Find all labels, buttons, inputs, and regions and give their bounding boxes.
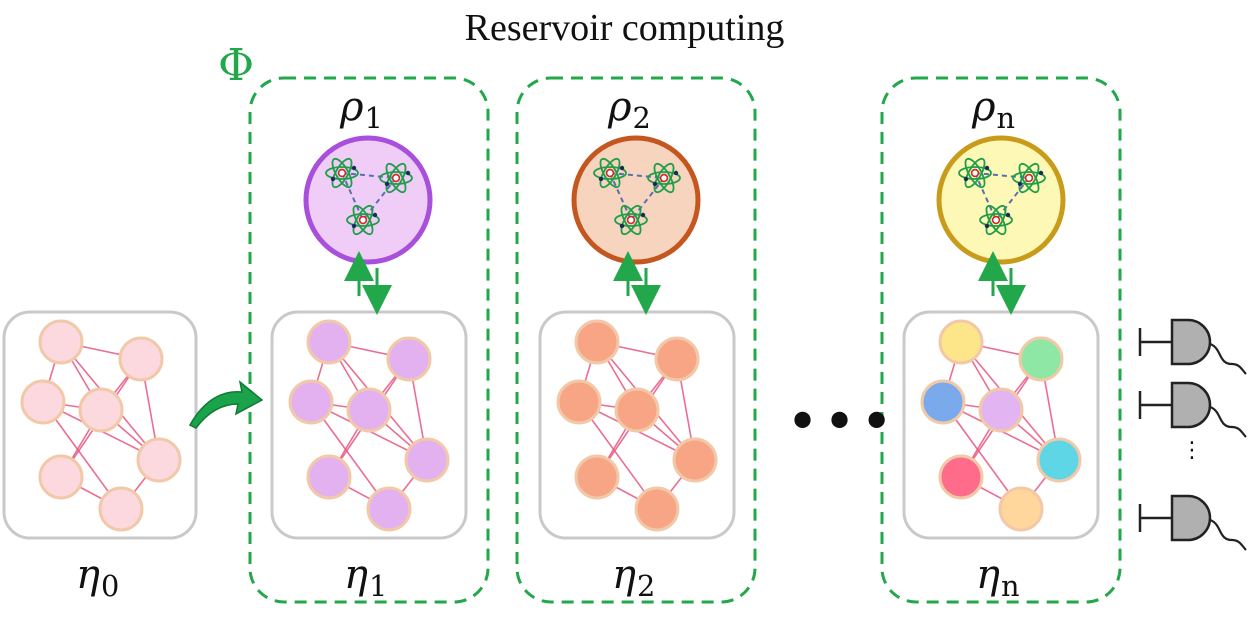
network-node	[20, 379, 66, 425]
figure-title: Reservoir computing	[464, 7, 785, 49]
coupling-arrows-n	[978, 251, 1026, 315]
phi-frame-1	[248, 76, 490, 604]
network-node	[654, 336, 700, 382]
network-node	[306, 454, 352, 500]
atom-icon	[958, 157, 992, 189]
atom-icon	[979, 204, 1013, 236]
network-eta0	[20, 319, 182, 532]
network-etan	[920, 319, 1082, 532]
phi-frame-n	[880, 76, 1122, 604]
phi-symbol: Φ	[218, 40, 255, 91]
network-node	[78, 387, 124, 433]
network-node	[574, 319, 620, 365]
atom-icon	[647, 162, 681, 194]
network-node	[614, 387, 660, 433]
network-node	[634, 486, 680, 532]
eta-label-1: η1	[344, 552, 388, 604]
network-node	[1036, 437, 1082, 483]
coupling-arrows-2	[613, 251, 661, 315]
quantum-system-etan	[936, 135, 1066, 265]
phi-frame-2	[515, 76, 757, 604]
eta-label-2: η2	[612, 552, 656, 604]
network-node	[672, 437, 718, 483]
network-node	[574, 454, 620, 500]
network-node	[404, 437, 450, 483]
detector-icon	[1138, 318, 1247, 375]
network-node	[556, 379, 602, 425]
quantum-circle	[303, 135, 433, 265]
network-node	[306, 319, 352, 365]
quantum-circle	[571, 135, 701, 265]
network-node	[978, 387, 1024, 433]
quantum-circle	[936, 135, 1066, 265]
network-node	[346, 387, 392, 433]
network-node	[920, 379, 966, 425]
network-eta1	[288, 319, 450, 532]
network-node	[1018, 336, 1064, 382]
coupling-arrows-1	[344, 251, 392, 315]
quantum-system-eta1	[303, 135, 433, 265]
atom-icon	[379, 162, 413, 194]
qubit-couplings	[974, 172, 1030, 221]
network-node	[38, 454, 84, 500]
rho-label-n: ρn	[972, 84, 1016, 136]
network-node	[118, 336, 164, 382]
eta-label-0: η0	[76, 552, 120, 604]
network-node	[386, 336, 432, 382]
network-node	[38, 319, 84, 365]
atom-icon	[1012, 162, 1046, 194]
rho-label-2: ρ2	[608, 84, 651, 136]
quantum-system-eta2	[571, 135, 701, 265]
network-node	[938, 454, 984, 500]
detector-icon	[1138, 494, 1247, 551]
ellipsis: •••	[786, 390, 898, 455]
detector-ellipsis: ⋮	[1181, 438, 1203, 463]
network-node	[98, 486, 144, 532]
network-node	[366, 486, 412, 532]
atom-icon	[346, 204, 380, 236]
network-node	[288, 379, 334, 425]
atom-icon	[593, 157, 627, 189]
network-eta2	[556, 319, 718, 532]
network-node	[938, 319, 984, 365]
input-arrow	[188, 380, 264, 429]
network-node	[998, 486, 1044, 532]
rho-label-1: ρ1	[340, 84, 383, 136]
atom-icon	[325, 157, 359, 189]
qubit-couplings	[341, 172, 397, 221]
eta-label-n: ηn	[976, 552, 1020, 604]
qubit-couplings	[609, 172, 665, 221]
network-node	[136, 437, 182, 483]
detector-icon	[1138, 381, 1247, 438]
atom-icon	[614, 204, 648, 236]
